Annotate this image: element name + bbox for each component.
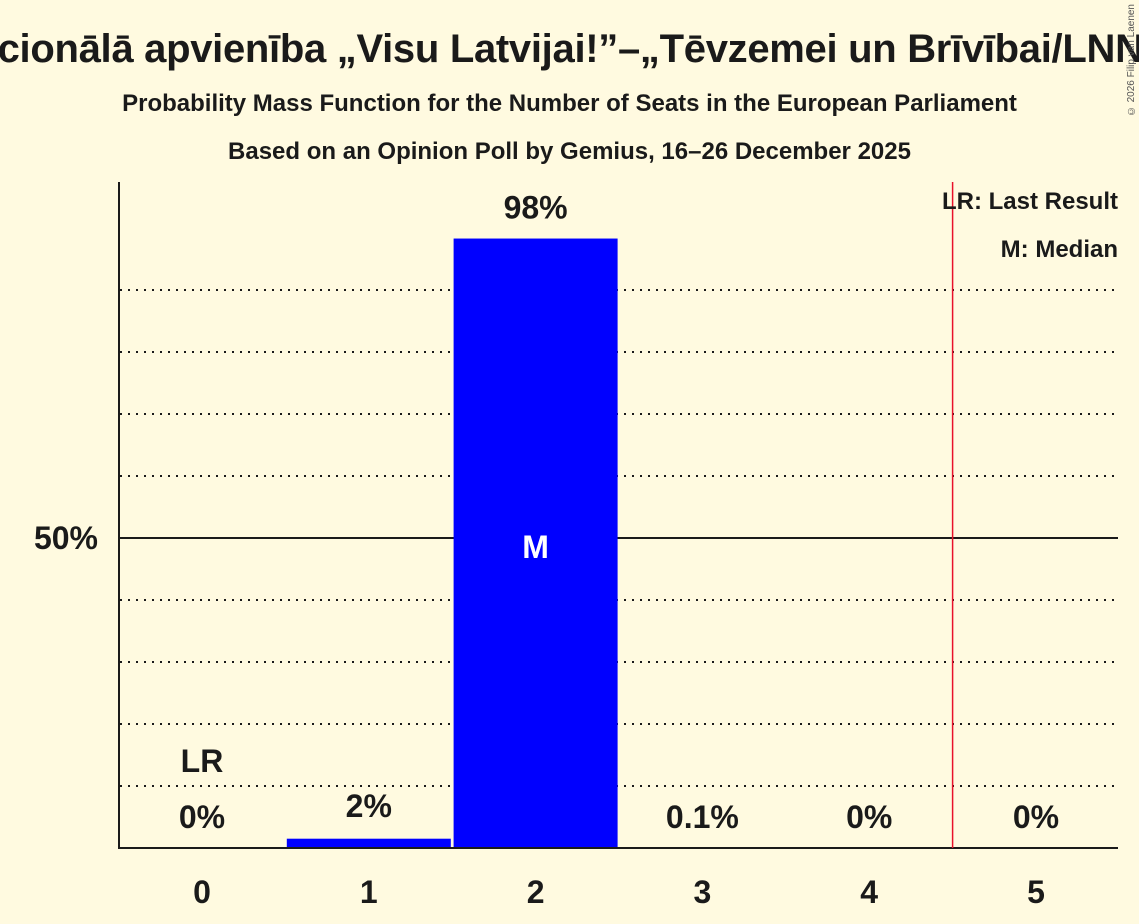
- legend-median: M: Median: [1001, 236, 1118, 263]
- chart-title: Nacionālā apvienība „Visu Latvijai!”–„Tē…: [0, 27, 1139, 71]
- x-tick-label-0: 0: [193, 874, 211, 910]
- gridlines: [120, 289, 1118, 787]
- median-marker: M: [522, 529, 549, 565]
- legend-last-result: LR: Last Result: [942, 188, 1118, 215]
- value-label-seat-1: 2%: [346, 788, 392, 824]
- value-label-seat-0: 0%: [179, 799, 225, 835]
- x-tick-label-5: 5: [1027, 874, 1045, 910]
- chart-subtitle: Probability Mass Function for the Number…: [122, 90, 1017, 117]
- bar-seat-1: [286, 838, 451, 848]
- value-label-seat-4: 0%: [846, 799, 892, 835]
- last-result-marker: LR: [181, 743, 224, 779]
- bar-seat-2: [453, 238, 618, 849]
- value-label-seat-3: 0.1%: [666, 799, 739, 835]
- x-tick-label-3: 3: [694, 874, 712, 910]
- value-labels: 0% 2% 98% 0.1% 0% 0% M LR: [179, 190, 1059, 835]
- x-tick-label-1: 1: [360, 874, 378, 910]
- poll-note: Based on an Opinion Poll by Gemius, 16–2…: [228, 138, 911, 165]
- x-tick-label-4: 4: [860, 874, 878, 910]
- x-tick-labels: 0 1 2 3 4 5: [193, 874, 1045, 910]
- bars: [286, 238, 618, 849]
- value-label-seat-2: 98%: [504, 190, 568, 226]
- axes: [118, 182, 1118, 849]
- value-label-seat-5: 0%: [1013, 799, 1059, 835]
- y-tick-label-50: 50%: [34, 520, 98, 556]
- x-tick-label-2: 2: [527, 874, 545, 910]
